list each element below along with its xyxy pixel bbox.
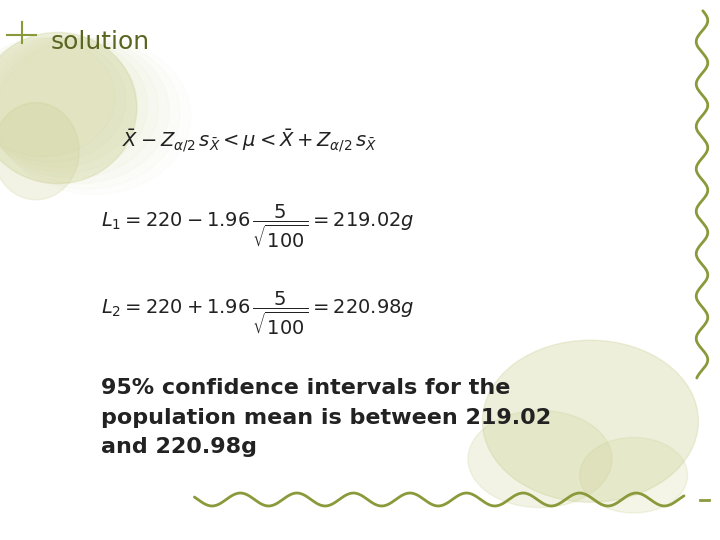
Text: 95% confidence intervals for the
population mean is between 219.02
and 220.98g: 95% confidence intervals for the populat… <box>101 378 551 457</box>
Ellipse shape <box>482 340 698 502</box>
Ellipse shape <box>468 410 612 508</box>
Text: $\bar{X} - Z_{\alpha/2}\,s_{\bar{X}} < \mu < \bar{X} + Z_{\alpha/2}\,s_{\bar{X}}: $\bar{X} - Z_{\alpha/2}\,s_{\bar{X}} < \… <box>122 127 377 154</box>
Ellipse shape <box>580 437 688 513</box>
Text: $L_1 = 220 - 1.96\,\dfrac{5}{\sqrt{100}} = 219.02g$: $L_1 = 220 - 1.96\,\dfrac{5}{\sqrt{100}}… <box>101 203 415 251</box>
Ellipse shape <box>0 38 115 157</box>
Text: solution: solution <box>50 30 150 53</box>
Text: $L_2 = 220 + 1.96\,\dfrac{5}{\sqrt{100}} = 220.98g$: $L_2 = 220 + 1.96\,\dfrac{5}{\sqrt{100}}… <box>101 289 415 337</box>
Ellipse shape <box>0 103 79 200</box>
Ellipse shape <box>0 32 137 184</box>
Ellipse shape <box>0 38 126 162</box>
